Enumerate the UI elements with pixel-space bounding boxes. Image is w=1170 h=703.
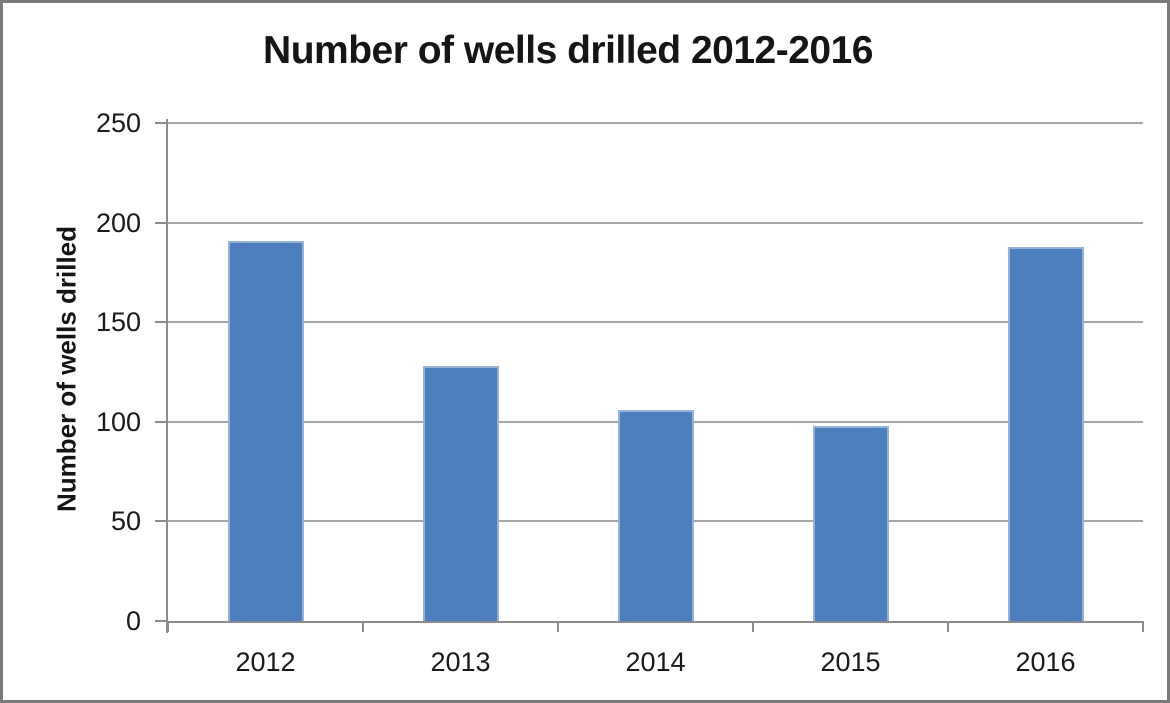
y-axis-line [166,119,168,633]
x-axis-tick-2 [557,621,559,632]
plot-area: 0 50 100 150 200 250 2012 2013 2014 2015 2016 [96,108,1144,677]
x-axis-label-2016: 2016 [1015,647,1076,677]
bar-2013 [422,366,499,621]
bar-2012 [227,240,304,621]
y-axis-title: Number of wells drilled [51,225,82,513]
y-axis-tick-label-0: 0 [125,606,141,636]
gridline-250 [168,122,1143,124]
bar-2015 [812,425,889,621]
x-axis-line [166,621,1143,623]
y-axis-tick-label-150: 150 [95,307,141,338]
x-axis-label-2012: 2012 [235,647,296,677]
y-axis-tick-100 [155,420,166,423]
y-axis-tick-200 [155,221,166,224]
bar-2016 [1007,246,1084,621]
y-axis-tick-150 [155,321,166,324]
y-axis-tick-label-50: 50 [110,506,141,537]
x-axis-tick-1 [362,621,364,632]
y-axis-tick-label-250: 250 [95,108,141,138]
y-axis-tick-50 [155,520,166,523]
x-axis-tick-5 [1142,621,1144,632]
bar-2014 [617,409,694,621]
x-axis-tick-4 [947,621,949,632]
x-axis-tick-0 [167,621,169,632]
gridline-150 [168,321,1143,324]
y-axis-tick-250 [155,122,166,124]
gridline-200 [168,221,1143,224]
y-axis-tick-0 [155,620,166,622]
x-axis-tick-3 [752,621,754,632]
x-axis-label-2013: 2013 [430,647,491,677]
y-axis-tick-label-200: 200 [95,207,141,238]
x-axis-label-2014: 2014 [625,647,686,677]
y-axis-tick-label-100: 100 [95,406,141,437]
chart-title: Number of wells drilled 2012-2016 [263,29,873,72]
x-axis-label-2015: 2015 [820,647,881,677]
